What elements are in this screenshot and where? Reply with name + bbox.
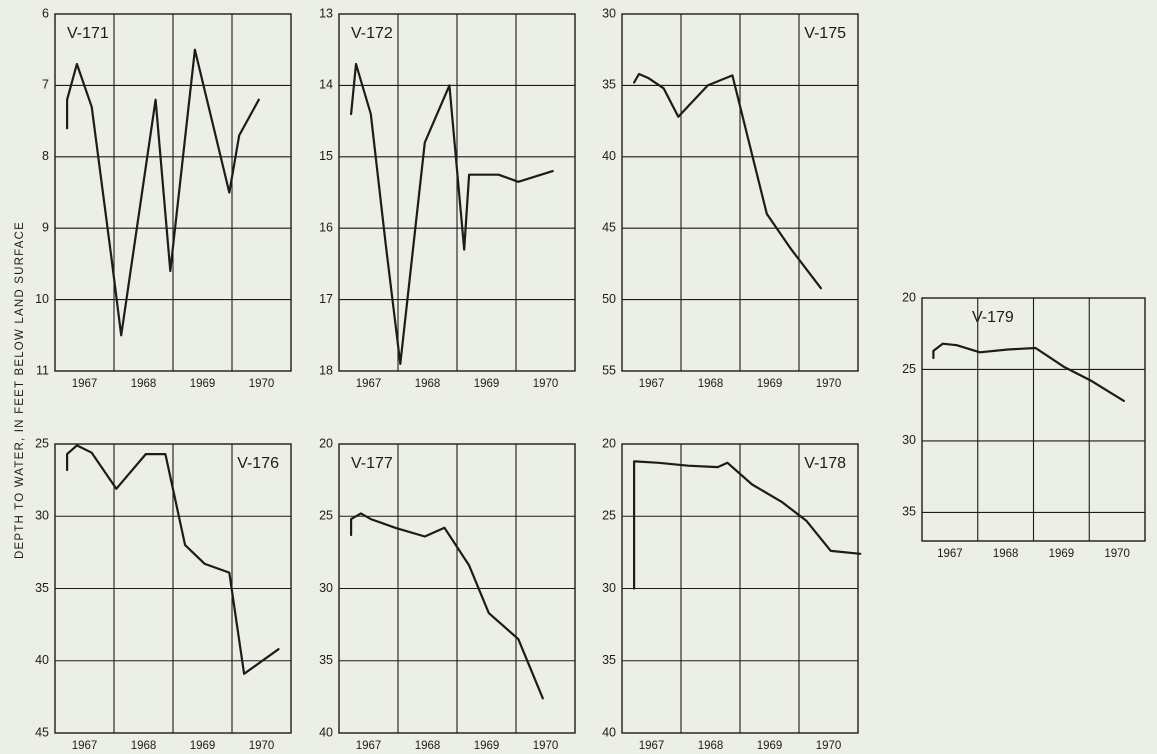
series-line <box>632 460 862 590</box>
x-tick-label: 1969 <box>474 740 500 752</box>
x-tick-label: 1970 <box>533 378 559 390</box>
y-tick-label: 15 <box>319 149 333 163</box>
y-tick-label: 50 <box>602 292 616 306</box>
y-tick-label: 35 <box>602 78 616 92</box>
y-tick-label: 40 <box>35 653 49 667</box>
plot-frame <box>338 443 576 734</box>
x-tick-label: 1968 <box>993 548 1019 560</box>
series-line <box>65 444 280 675</box>
y-tick-label: 40 <box>602 725 616 739</box>
y-tick-label: 35 <box>319 653 333 667</box>
y-tick-label: 30 <box>602 6 616 20</box>
y-tick-label: 30 <box>902 433 916 447</box>
x-tick-label: 1967 <box>937 548 963 560</box>
chart-panel: 25 30 35 40 45 1967 1968 1969 1970 V-176 <box>35 436 292 752</box>
y-tick-label: 40 <box>319 725 333 739</box>
y-tick-label: 20 <box>602 436 616 450</box>
x-tick-label: 1967 <box>639 740 665 752</box>
x-tick-label: 1968 <box>698 378 724 390</box>
x-tick-label: 1967 <box>356 740 382 752</box>
chart-title: V-171 <box>67 25 109 42</box>
series-line <box>65 48 260 337</box>
y-tick-label: 20 <box>319 436 333 450</box>
series-line <box>350 62 554 365</box>
y-tick-label: 17 <box>319 292 333 306</box>
chart-panel: 6 7 8 9 10 11 1967 1968 1969 1970 V-171 <box>35 6 292 390</box>
chart-title: V-178 <box>804 455 846 472</box>
x-tick-label: 1969 <box>757 740 783 752</box>
y-tick-label: 40 <box>602 149 616 163</box>
y-tick-label: 20 <box>902 290 916 304</box>
x-tick-label: 1970 <box>249 740 275 752</box>
chart-title: V-175 <box>804 25 846 42</box>
y-tick-label: 35 <box>902 505 916 519</box>
y-tick-label: 16 <box>319 220 333 234</box>
x-tick-label: 1969 <box>474 378 500 390</box>
y-tick-label: 25 <box>902 362 916 376</box>
y-tick-label: 6 <box>42 6 49 20</box>
x-tick-label: 1969 <box>190 378 216 390</box>
plot-frame <box>621 13 859 372</box>
plot-frame <box>338 13 576 372</box>
y-tick-label: 25 <box>319 509 333 523</box>
chart-title: V-172 <box>351 25 393 42</box>
x-tick-label: 1969 <box>757 378 783 390</box>
y-tick-label: 35 <box>35 581 49 595</box>
x-tick-label: 1970 <box>249 378 275 390</box>
x-tick-label: 1967 <box>72 740 98 752</box>
y-tick-label: 11 <box>36 363 49 377</box>
y-tick-label: 9 <box>42 220 49 234</box>
chart-panel: 30 35 40 45 50 55 1967 1968 1969 1970 V-175 <box>602 6 859 390</box>
series-line <box>932 342 1126 402</box>
x-tick-label: 1967 <box>639 378 665 390</box>
plot-frame <box>921 297 1146 542</box>
chart-title: V-177 <box>351 455 393 472</box>
y-tick-label: 10 <box>35 292 49 306</box>
y-tick-label: 45 <box>602 220 616 234</box>
series-line <box>350 512 544 700</box>
chart-panel: 20 25 30 35 40 1967 1968 1969 1970 V-177 <box>319 436 576 752</box>
plot-frame <box>621 443 859 734</box>
chart-panel: 20 25 30 35 40 1967 1968 1969 1970 V-178 <box>602 436 862 752</box>
x-tick-label: 1969 <box>190 740 216 752</box>
chart-panel: 20 25 30 35 1967 1968 1969 1970 V-179 <box>902 290 1146 560</box>
y-tick-label: 30 <box>35 509 49 523</box>
y-tick-label: 8 <box>42 149 49 163</box>
y-tick-label: 35 <box>602 653 616 667</box>
x-tick-label: 1970 <box>816 740 842 752</box>
plot-frame <box>54 13 292 372</box>
series-line <box>632 72 823 290</box>
y-tick-label: 18 <box>319 363 333 377</box>
chart-title: V-176 <box>237 455 279 472</box>
x-tick-label: 1968 <box>131 740 157 752</box>
plot-frame <box>54 443 292 734</box>
y-tick-label: 55 <box>602 363 616 377</box>
chart-panel: 13 14 15 16 17 18 1967 1968 1969 1970 V-172 <box>319 6 576 390</box>
y-tick-label: 25 <box>602 509 616 523</box>
y-tick-label: 14 <box>319 78 333 92</box>
y-tick-label: 30 <box>319 581 333 595</box>
x-tick-label: 1969 <box>1049 548 1075 560</box>
y-tick-label: 7 <box>42 78 49 92</box>
x-tick-label: 1968 <box>415 740 441 752</box>
y-tick-label: 25 <box>35 436 49 450</box>
x-tick-label: 1968 <box>415 378 441 390</box>
x-tick-label: 1970 <box>816 378 842 390</box>
x-tick-label: 1968 <box>131 378 157 390</box>
chart-title: V-179 <box>972 309 1014 326</box>
x-tick-label: 1968 <box>698 740 724 752</box>
x-tick-label: 1970 <box>533 740 559 752</box>
y-tick-label: 45 <box>35 725 49 739</box>
x-tick-label: 1967 <box>356 378 382 390</box>
x-tick-label: 1967 <box>72 378 98 390</box>
x-tick-label: 1970 <box>1104 548 1130 560</box>
y-tick-label: 30 <box>602 581 616 595</box>
y-tick-label: 13 <box>319 6 333 20</box>
